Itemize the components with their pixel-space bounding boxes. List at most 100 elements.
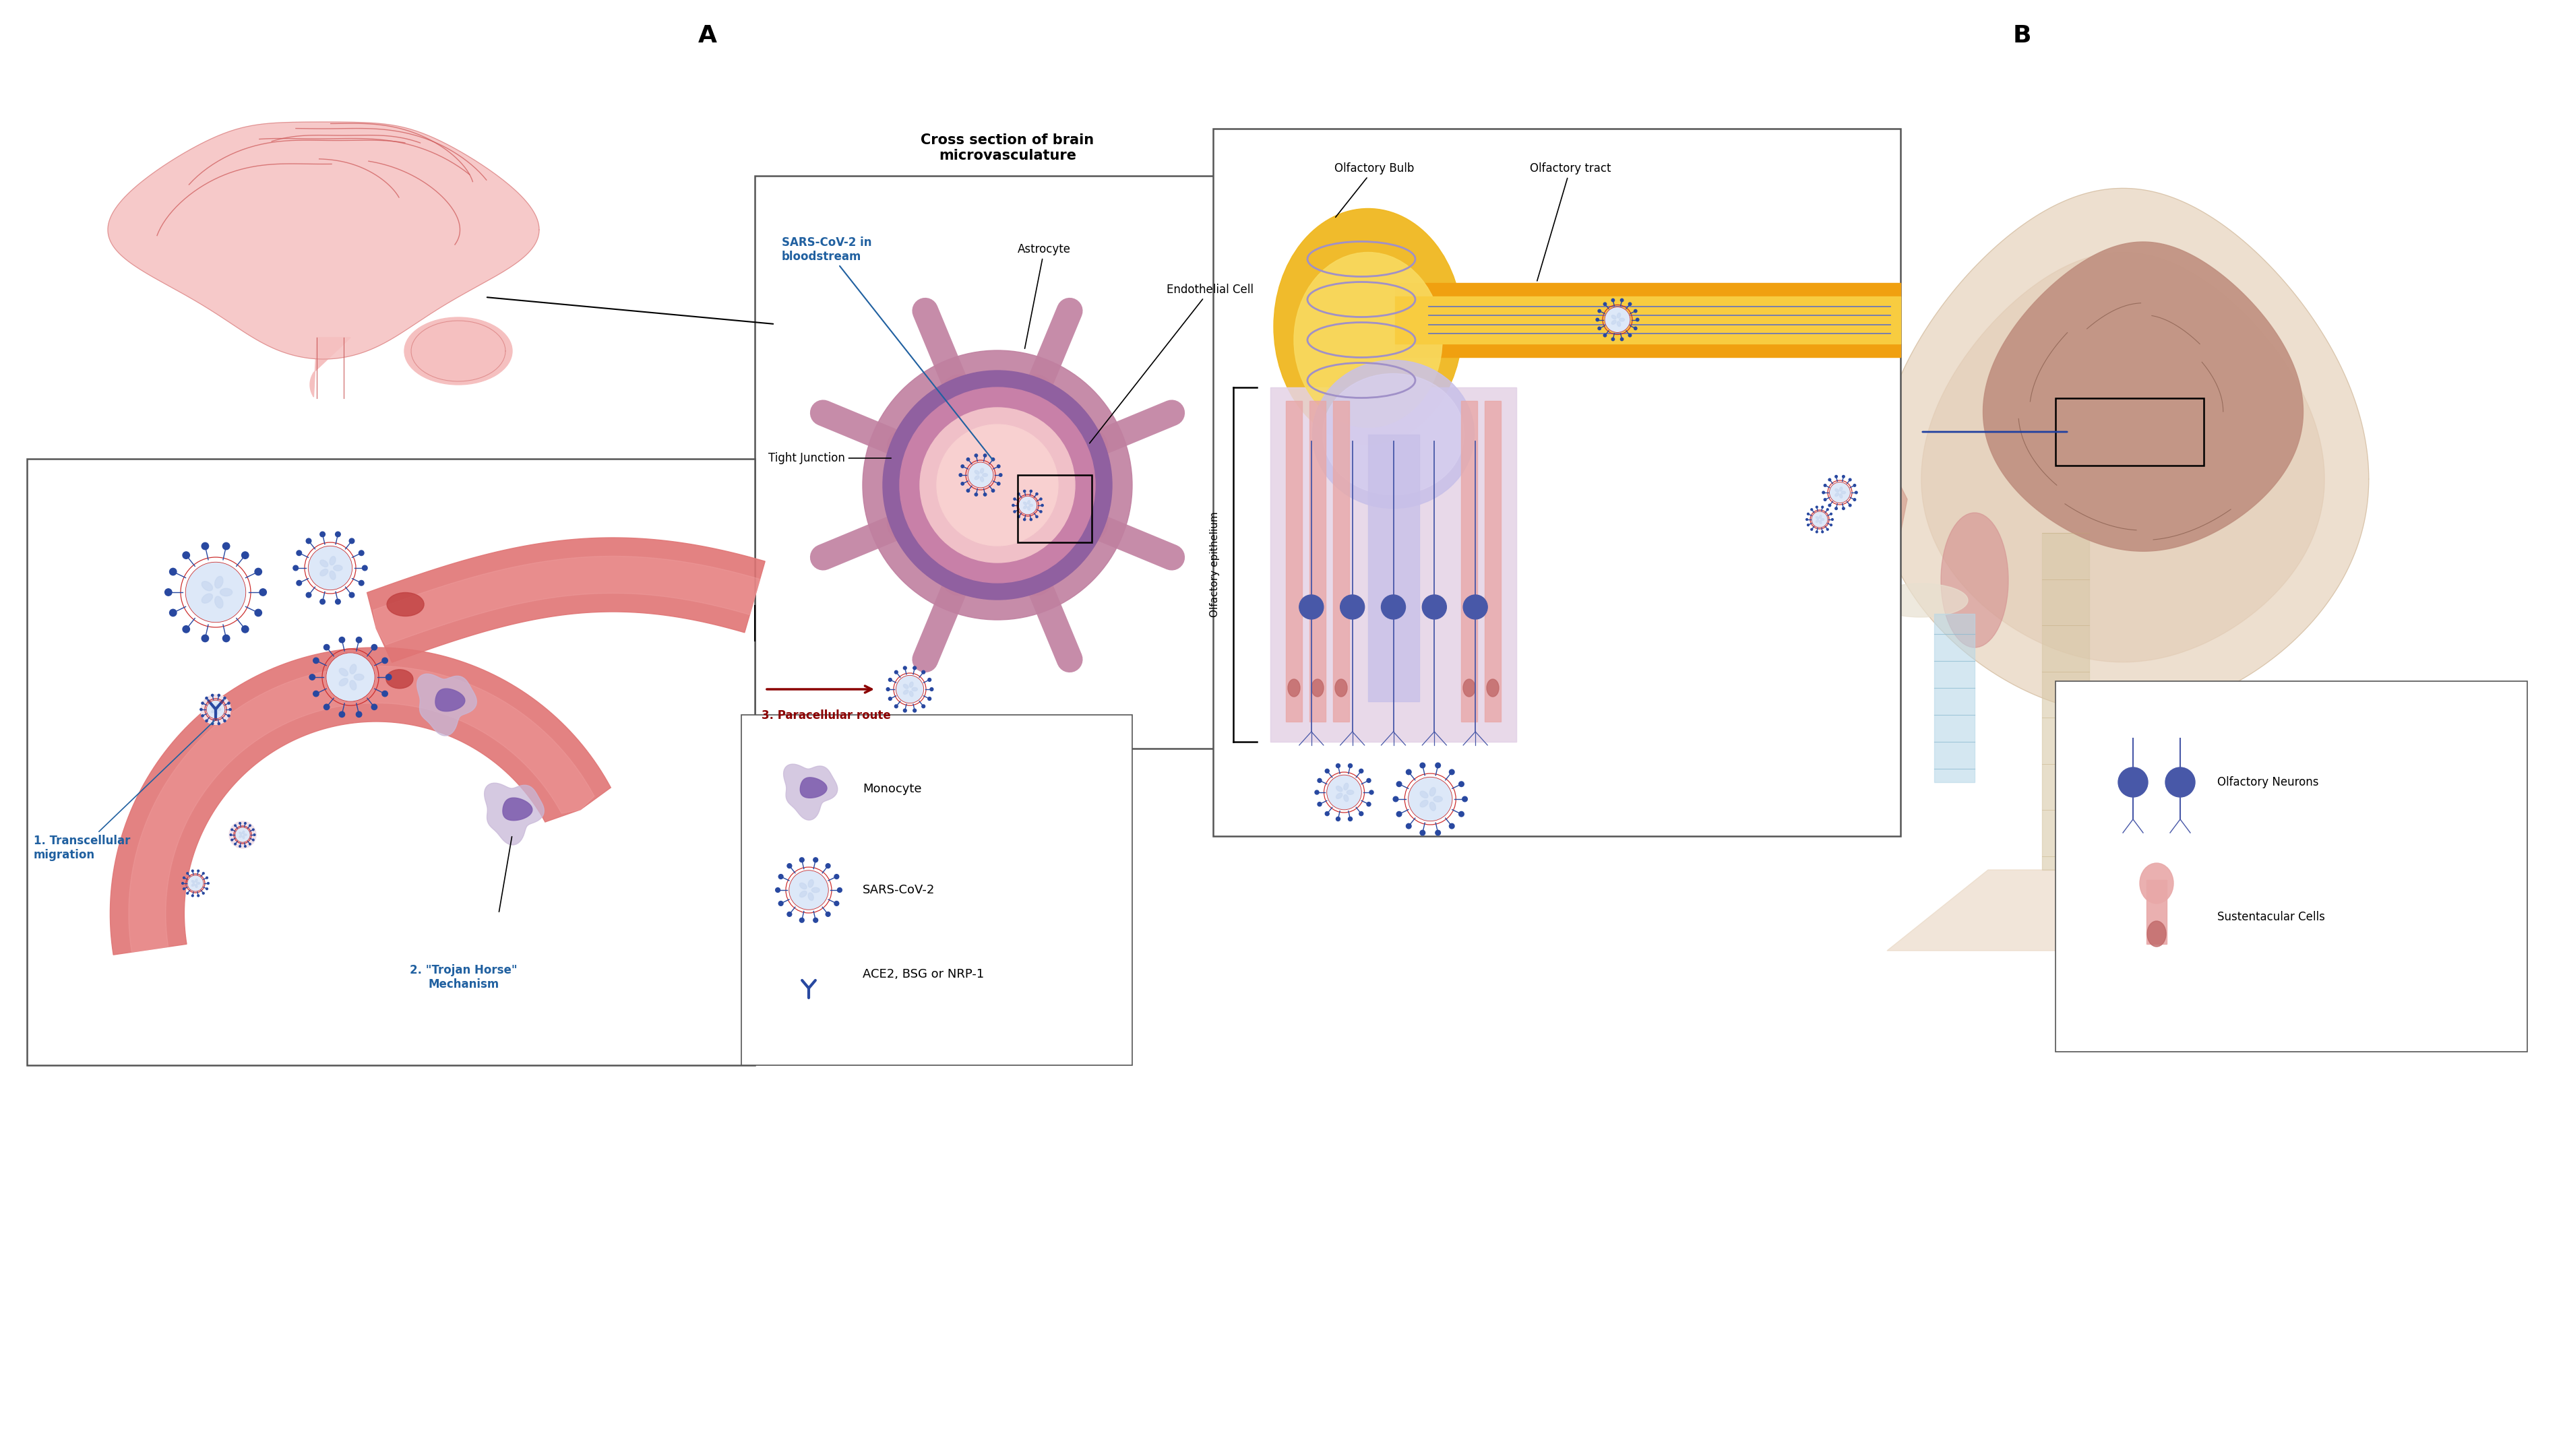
Circle shape xyxy=(1603,333,1606,336)
Circle shape xyxy=(780,901,782,906)
Circle shape xyxy=(1621,338,1624,341)
Circle shape xyxy=(1018,562,1054,596)
Circle shape xyxy=(1349,817,1352,821)
Polygon shape xyxy=(485,783,544,844)
Ellipse shape xyxy=(203,594,213,603)
Polygon shape xyxy=(1921,252,2324,662)
Ellipse shape xyxy=(210,706,215,709)
Circle shape xyxy=(182,626,190,633)
Circle shape xyxy=(895,671,898,674)
Ellipse shape xyxy=(800,882,808,890)
Circle shape xyxy=(913,667,916,670)
Circle shape xyxy=(1300,596,1324,619)
Circle shape xyxy=(310,674,315,680)
Ellipse shape xyxy=(328,556,336,565)
Ellipse shape xyxy=(975,476,980,479)
Ellipse shape xyxy=(1313,360,1475,508)
Ellipse shape xyxy=(1839,486,1842,491)
Ellipse shape xyxy=(1421,791,1429,798)
Circle shape xyxy=(929,697,931,700)
Circle shape xyxy=(882,371,1113,600)
Circle shape xyxy=(836,888,841,893)
Text: 3. Paracellular route: 3. Paracellular route xyxy=(762,709,890,722)
Bar xyxy=(1311,400,1326,722)
Polygon shape xyxy=(418,674,477,735)
Text: Cross section of brain
microvasculature: Cross section of brain microvasculature xyxy=(921,134,1095,163)
Circle shape xyxy=(1326,775,1362,810)
Ellipse shape xyxy=(1334,678,1347,696)
Circle shape xyxy=(1629,303,1631,306)
Polygon shape xyxy=(110,648,610,955)
Ellipse shape xyxy=(808,879,813,887)
Polygon shape xyxy=(310,338,351,397)
Circle shape xyxy=(975,494,977,496)
Circle shape xyxy=(1829,482,1849,502)
Circle shape xyxy=(967,489,970,492)
Polygon shape xyxy=(108,122,539,360)
Circle shape xyxy=(1421,596,1447,619)
Circle shape xyxy=(826,863,831,868)
Circle shape xyxy=(1406,824,1411,828)
Circle shape xyxy=(200,695,231,724)
Ellipse shape xyxy=(980,469,985,473)
Circle shape xyxy=(931,687,934,692)
Circle shape xyxy=(169,609,177,616)
Ellipse shape xyxy=(1942,513,2008,648)
Circle shape xyxy=(1436,763,1442,767)
Circle shape xyxy=(998,464,1000,467)
Circle shape xyxy=(208,700,226,719)
Ellipse shape xyxy=(349,664,357,674)
Circle shape xyxy=(921,705,926,708)
Circle shape xyxy=(298,581,303,585)
Text: A: A xyxy=(698,25,718,47)
FancyBboxPatch shape xyxy=(28,459,754,1066)
Ellipse shape xyxy=(2147,922,2165,946)
Circle shape xyxy=(1603,303,1606,306)
Circle shape xyxy=(1611,338,1613,341)
Circle shape xyxy=(372,645,377,649)
Circle shape xyxy=(339,712,344,718)
Circle shape xyxy=(382,658,387,664)
Ellipse shape xyxy=(1462,678,1475,696)
Circle shape xyxy=(900,387,1095,582)
Ellipse shape xyxy=(1029,504,1034,507)
Circle shape xyxy=(1393,796,1398,802)
Circle shape xyxy=(929,678,931,681)
Circle shape xyxy=(1075,507,1108,540)
Ellipse shape xyxy=(800,891,808,897)
Ellipse shape xyxy=(911,687,918,692)
Ellipse shape xyxy=(911,692,913,696)
Circle shape xyxy=(1018,496,1036,514)
Circle shape xyxy=(967,457,970,462)
Circle shape xyxy=(254,568,262,575)
Ellipse shape xyxy=(1023,502,1026,505)
Ellipse shape xyxy=(1816,520,1819,523)
Ellipse shape xyxy=(239,831,241,834)
Text: Olfactory tract: Olfactory tract xyxy=(1529,163,1611,281)
Ellipse shape xyxy=(1611,314,1616,319)
Circle shape xyxy=(339,638,344,642)
Ellipse shape xyxy=(192,881,195,882)
Circle shape xyxy=(241,626,249,633)
Ellipse shape xyxy=(210,711,215,713)
Circle shape xyxy=(308,546,351,590)
Circle shape xyxy=(903,667,905,670)
Circle shape xyxy=(336,598,341,604)
Ellipse shape xyxy=(1619,317,1624,322)
Circle shape xyxy=(385,674,392,680)
Bar xyxy=(1270,387,1516,741)
Circle shape xyxy=(1326,769,1329,773)
Ellipse shape xyxy=(811,888,821,893)
Circle shape xyxy=(164,588,172,596)
Ellipse shape xyxy=(1611,320,1616,325)
Circle shape xyxy=(993,489,995,492)
Circle shape xyxy=(323,645,328,649)
Circle shape xyxy=(887,507,921,540)
Circle shape xyxy=(203,635,208,642)
Circle shape xyxy=(228,821,256,849)
Text: B: B xyxy=(2014,25,2031,47)
Circle shape xyxy=(775,888,780,893)
Circle shape xyxy=(967,463,993,488)
Circle shape xyxy=(372,705,377,711)
Text: Olfactory Neurons: Olfactory Neurons xyxy=(2216,776,2319,788)
